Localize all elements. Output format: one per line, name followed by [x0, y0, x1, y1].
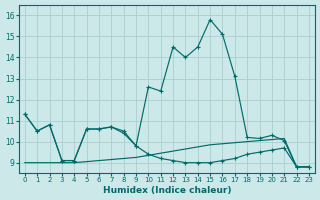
X-axis label: Humidex (Indice chaleur): Humidex (Indice chaleur) — [103, 186, 231, 195]
